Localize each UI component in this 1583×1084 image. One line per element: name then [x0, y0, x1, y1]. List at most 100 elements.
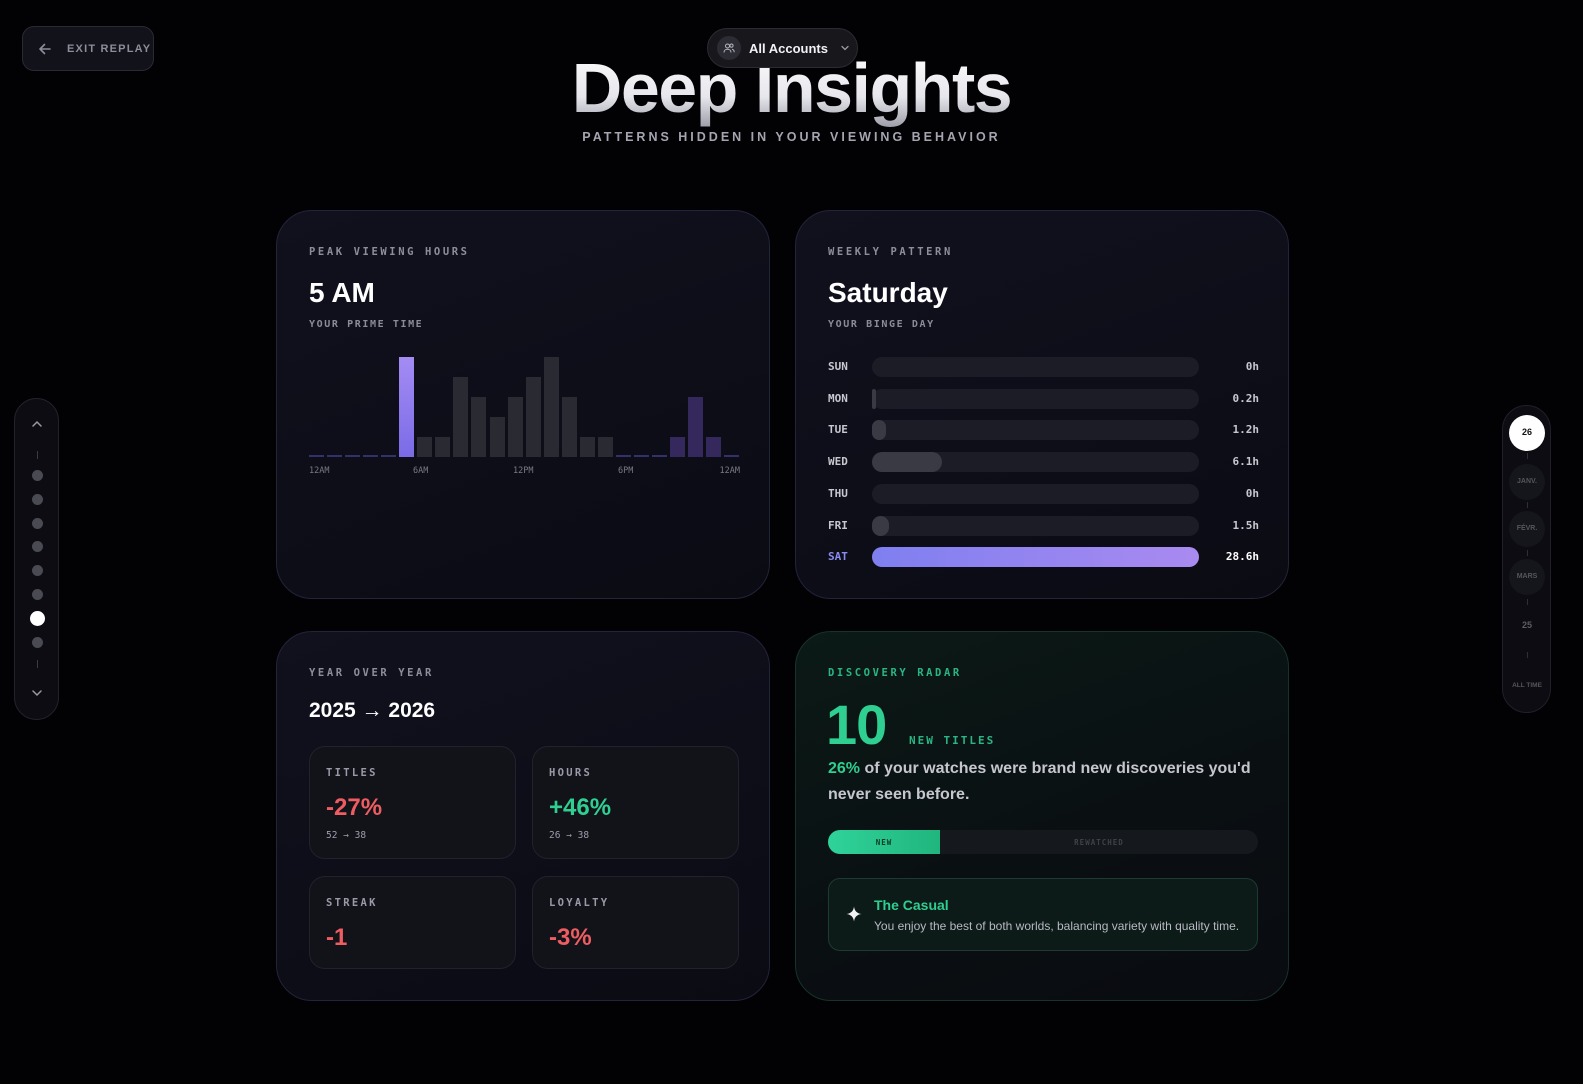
axis-tick-label: 12PM [513, 466, 534, 476]
discovery-description: 26% of your watches were brand new disco… [828, 756, 1268, 808]
period-26[interactable]: 26 [1509, 415, 1545, 451]
section-dot[interactable] [32, 517, 43, 529]
weekday-bar [872, 515, 890, 536]
new-titles-count: 10 [826, 693, 887, 756]
nav-divider [1527, 652, 1528, 658]
persona-box: The Casual You enjoy the best of both wo… [828, 878, 1258, 951]
weekday-label: SUN [828, 360, 848, 373]
section-dot[interactable] [32, 470, 43, 481]
period-all-time[interactable]: ALL TIME [1512, 682, 1542, 690]
peak-hour-sub: YOUR PRIME TIME [309, 319, 424, 330]
weekday-bar-track [872, 483, 1199, 504]
weekday-value: 0.2h [1232, 391, 1260, 405]
tile-value: -27% [326, 794, 383, 821]
account-selector[interactable]: All Accounts [707, 28, 858, 68]
weekly-pattern-card: WEEKLY PATTERN Saturday YOUR BINGE DAY S… [795, 210, 1289, 599]
hour-bar [615, 455, 631, 457]
account-selector-label: All Accounts [749, 40, 828, 56]
hour-bar [453, 377, 469, 457]
hour-bar [706, 437, 722, 457]
yoy-range: 2025 → 2026 [309, 699, 436, 722]
period-25[interactable]: 25 [1521, 620, 1532, 631]
axis-tick-label: 12AM [719, 466, 740, 476]
weekday-row: WED 6.1h [828, 452, 1259, 473]
weekday-bar-track [872, 452, 1199, 473]
period-fevr[interactable]: FÉVR. [1509, 511, 1545, 547]
chevron-down-icon[interactable] [30, 686, 44, 700]
new-vs-rewatched-bar: NEW REWATCHED [828, 830, 1258, 854]
discovery-radar-card: DISCOVERY RADAR 10 NEW TITLES 26% of you… [795, 631, 1289, 1001]
weekday-bar [872, 452, 942, 473]
weekday-row: SUN 0h [828, 357, 1259, 377]
weekday-bar-track [872, 388, 1199, 409]
users-icon [717, 36, 741, 60]
hour-bar [471, 397, 487, 457]
binge-day-value: Saturday [828, 277, 948, 308]
weekday-label: TUE [828, 423, 848, 437]
axis-tick-label: 12AM [309, 466, 330, 476]
section-dot[interactable] [30, 610, 45, 626]
hour-bar [435, 437, 451, 457]
section-nav [14, 398, 59, 720]
axis-tick-label: 6PM [618, 466, 634, 476]
hour-bar [417, 437, 433, 457]
weekday-value: 1.2h [1232, 423, 1260, 437]
hour-bar [561, 397, 577, 457]
persona-description: You enjoy the best of both worlds, balan… [874, 919, 1240, 933]
arrow-left-icon [39, 43, 51, 54]
persona-name: The Casual [874, 897, 949, 913]
weekday-value: 28.6h [1225, 550, 1259, 564]
tile-value: -1 [326, 924, 348, 951]
period-janv[interactable]: JANV. [1509, 464, 1545, 500]
stat-tile-loyalty: LOYALTY -3% [532, 876, 739, 969]
hour-bar [489, 417, 505, 457]
stat-tile-hours: HOURS +46% 26 → 38 [532, 746, 739, 859]
hour-bar [724, 455, 740, 457]
hour-bar [345, 455, 361, 457]
nav-divider [1527, 502, 1528, 508]
hour-bar [633, 455, 649, 457]
hour-bar [381, 455, 397, 457]
tile-value: -3% [549, 924, 592, 951]
weekday-bar-track [872, 515, 1199, 536]
rewatched-segment: REWATCHED [1074, 837, 1124, 847]
peak-hours-card: PEAK VIEWING HOURS 5 AM YOUR PRIME TIME … [276, 210, 770, 599]
section-dot[interactable] [32, 589, 43, 600]
weekday-row: MON 0.2h [828, 388, 1260, 409]
year-over-year-card: YEAR OVER YEAR 2025 → 2026 TITLES -27% 5… [276, 631, 770, 1001]
section-dot[interactable] [32, 565, 43, 577]
card-label: YEAR OVER YEAR [309, 667, 434, 679]
binge-day-sub: YOUR BINGE DAY [828, 319, 935, 330]
nav-divider [37, 660, 38, 668]
tile-label: LOYALTY [549, 897, 610, 909]
axis-tick-label: 6AM [413, 466, 429, 476]
weekday-bar-track [872, 357, 1199, 377]
stat-tile-titles: TITLES -27% 52 → 38 [309, 746, 516, 859]
nav-divider [1527, 599, 1528, 605]
hour-bar [309, 455, 324, 457]
stat-tile-streak: STREAK -1 [309, 876, 516, 969]
hour-bar [688, 397, 704, 457]
weekday-value: 1.5h [1232, 518, 1260, 532]
section-dot[interactable] [32, 493, 43, 505]
weekday-value: 0h [1245, 360, 1259, 373]
hour-bar [507, 397, 523, 457]
weekday-label: WED [828, 455, 848, 469]
discovery-percent: 26% [828, 760, 861, 777]
section-dot[interactable] [32, 541, 43, 553]
weekday-row: TUE 1.2h [828, 420, 1260, 441]
hour-bar [363, 455, 379, 457]
exit-replay-label: EXIT REPLAY [67, 43, 151, 55]
weekday-bar-track [872, 420, 1199, 441]
hour-axis: 12AM 6AM 12PM 6PM 12AM [309, 466, 740, 478]
exit-replay-button[interactable]: EXIT REPLAY [22, 26, 154, 71]
chevron-up-icon[interactable] [30, 417, 44, 431]
weekday-row: THU 0h [828, 483, 1259, 504]
tile-label: TITLES [326, 767, 378, 779]
section-dot[interactable] [32, 636, 43, 648]
hour-bar [670, 437, 685, 457]
hour-bar [399, 357, 415, 457]
discovery-text: of your watches were brand new discoveri… [828, 760, 1251, 803]
period-mars[interactable]: MARS [1509, 559, 1545, 595]
hour-bar [579, 437, 595, 457]
